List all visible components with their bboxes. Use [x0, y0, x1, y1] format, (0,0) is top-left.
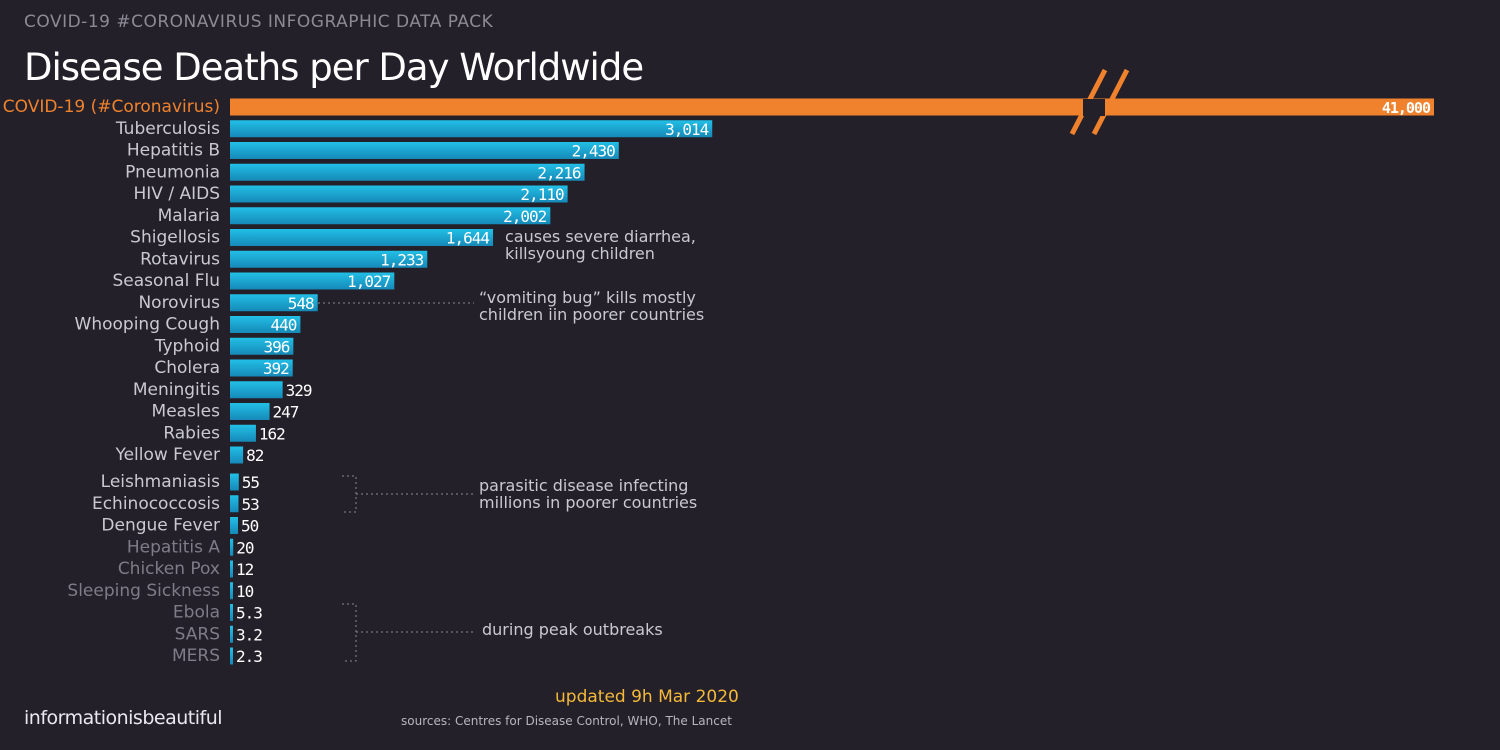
- annotation-bracket: [342, 475, 357, 513]
- category-label: Yellow Fever: [114, 445, 220, 465]
- value-label: 2,002: [503, 207, 547, 226]
- bar: [230, 120, 713, 138]
- category-label: Meningitis: [133, 380, 220, 400]
- bar: [230, 446, 244, 464]
- category-label: Chicken Pox: [118, 559, 220, 579]
- category-label: Hepatitis B: [127, 141, 220, 161]
- bar: [230, 185, 568, 203]
- bar: [230, 560, 233, 578]
- category-label: Tuberculosis: [115, 119, 220, 139]
- value-label: 396: [263, 337, 289, 356]
- value-label: 329: [286, 381, 312, 400]
- value-label: 2,430: [572, 142, 616, 161]
- bar: [230, 495, 239, 513]
- annotation-text: causes severe diarrhea,: [505, 227, 696, 246]
- value-label: 41,000: [1382, 99, 1431, 117]
- value-label: 20: [236, 538, 254, 557]
- bar: [230, 538, 234, 556]
- bar: [230, 163, 585, 181]
- updated-note: updated 9h Mar 2020: [555, 687, 739, 707]
- bar: [230, 207, 551, 225]
- category-label: Sleeping Sickness: [67, 581, 220, 601]
- bar: [230, 316, 301, 333]
- value-label: 2.3: [236, 647, 262, 666]
- value-label: 1,233: [380, 250, 424, 269]
- category-label: Rotavirus: [140, 249, 220, 269]
- bar: [230, 424, 256, 442]
- bar: [230, 359, 293, 377]
- annotation-bracket: [342, 603, 357, 662]
- value-label: 392: [263, 359, 289, 378]
- updated-date: 9h Mar 2020: [631, 687, 739, 707]
- value-label: 548: [288, 294, 314, 313]
- bar: [230, 647, 233, 665]
- value-label: 55: [242, 473, 260, 492]
- sources-note: sources: Centres for Disease Control, WH…: [401, 714, 732, 728]
- value-label: 247: [273, 403, 299, 422]
- bar: [230, 381, 283, 399]
- value-label: 3,014: [665, 120, 709, 139]
- annotation-text: killsyoung children: [505, 244, 655, 263]
- value-label: 82: [246, 446, 264, 465]
- category-label: SARS: [175, 624, 220, 644]
- bar: [230, 337, 294, 355]
- value-label: 1,644: [446, 229, 490, 248]
- category-label: MERS: [172, 646, 220, 666]
- category-label: Dengue Fever: [101, 516, 220, 536]
- bar: [230, 604, 233, 621]
- axis-break-gap: [1083, 99, 1105, 116]
- value-label: 5.3: [236, 604, 262, 623]
- category-label: Measles: [152, 402, 221, 422]
- category-label: Hepatitis A: [127, 537, 220, 557]
- category-label: Leishmaniasis: [101, 472, 220, 492]
- annotation-text: children iin poorer countries: [479, 305, 704, 324]
- value-label: 1,027: [347, 272, 391, 291]
- category-label: Shigellosis: [130, 228, 220, 248]
- category-label: Rabies: [163, 423, 220, 443]
- bar: [230, 625, 233, 643]
- value-label: 12: [236, 560, 254, 579]
- category-label: Typhoid: [154, 336, 220, 356]
- category-label: COVID-19 (#Coronavirus): [3, 97, 220, 117]
- bar: [230, 250, 428, 268]
- category-label: Cholera: [154, 358, 220, 378]
- value-label: 440: [270, 316, 296, 335]
- category-label: Whooping Cough: [75, 315, 220, 335]
- category-label: Seasonal Flu: [112, 271, 220, 291]
- category-label: Malaria: [158, 206, 220, 226]
- value-label: 50: [241, 517, 259, 536]
- annotation-text: during peak outbreaks: [482, 620, 663, 639]
- supertitle: COVID-19 #CORONAVIRUS INFOGRAPHIC DATA P…: [24, 12, 494, 32]
- value-label: 3.2: [236, 625, 262, 644]
- bar: [230, 517, 238, 534]
- category-label: Norovirus: [138, 293, 220, 313]
- category-label: Ebola: [173, 603, 220, 623]
- annotation-text: “vomiting bug” kills mostly: [479, 288, 696, 307]
- category-label: HIV / AIDS: [134, 184, 221, 204]
- value-label: 2,110: [520, 185, 564, 204]
- value-label: 2,216: [537, 163, 581, 182]
- chart-title: Disease Deaths per Day Worldwide: [24, 46, 644, 89]
- category-label: Pneumonia: [125, 162, 220, 182]
- annotation-text: millions in poorer countries: [479, 493, 697, 512]
- bar: [230, 582, 233, 600]
- updated-prefix: updated: [555, 687, 632, 707]
- brand-logo: informationisbeautiful: [24, 707, 223, 729]
- value-label: 53: [241, 495, 259, 514]
- annotation-text: parasitic disease infecting: [479, 476, 688, 495]
- covid-bar: [230, 98, 1434, 116]
- bar: [230, 229, 494, 246]
- bar: [230, 473, 239, 491]
- bar: [230, 142, 619, 159]
- value-label: 10: [236, 582, 254, 601]
- axis-break-mark: [1091, 68, 1130, 136]
- category-label: Echinococcosis: [92, 494, 220, 514]
- bar: [230, 272, 395, 290]
- bar: [230, 403, 270, 420]
- bar: [230, 294, 318, 312]
- value-label: 162: [259, 424, 285, 443]
